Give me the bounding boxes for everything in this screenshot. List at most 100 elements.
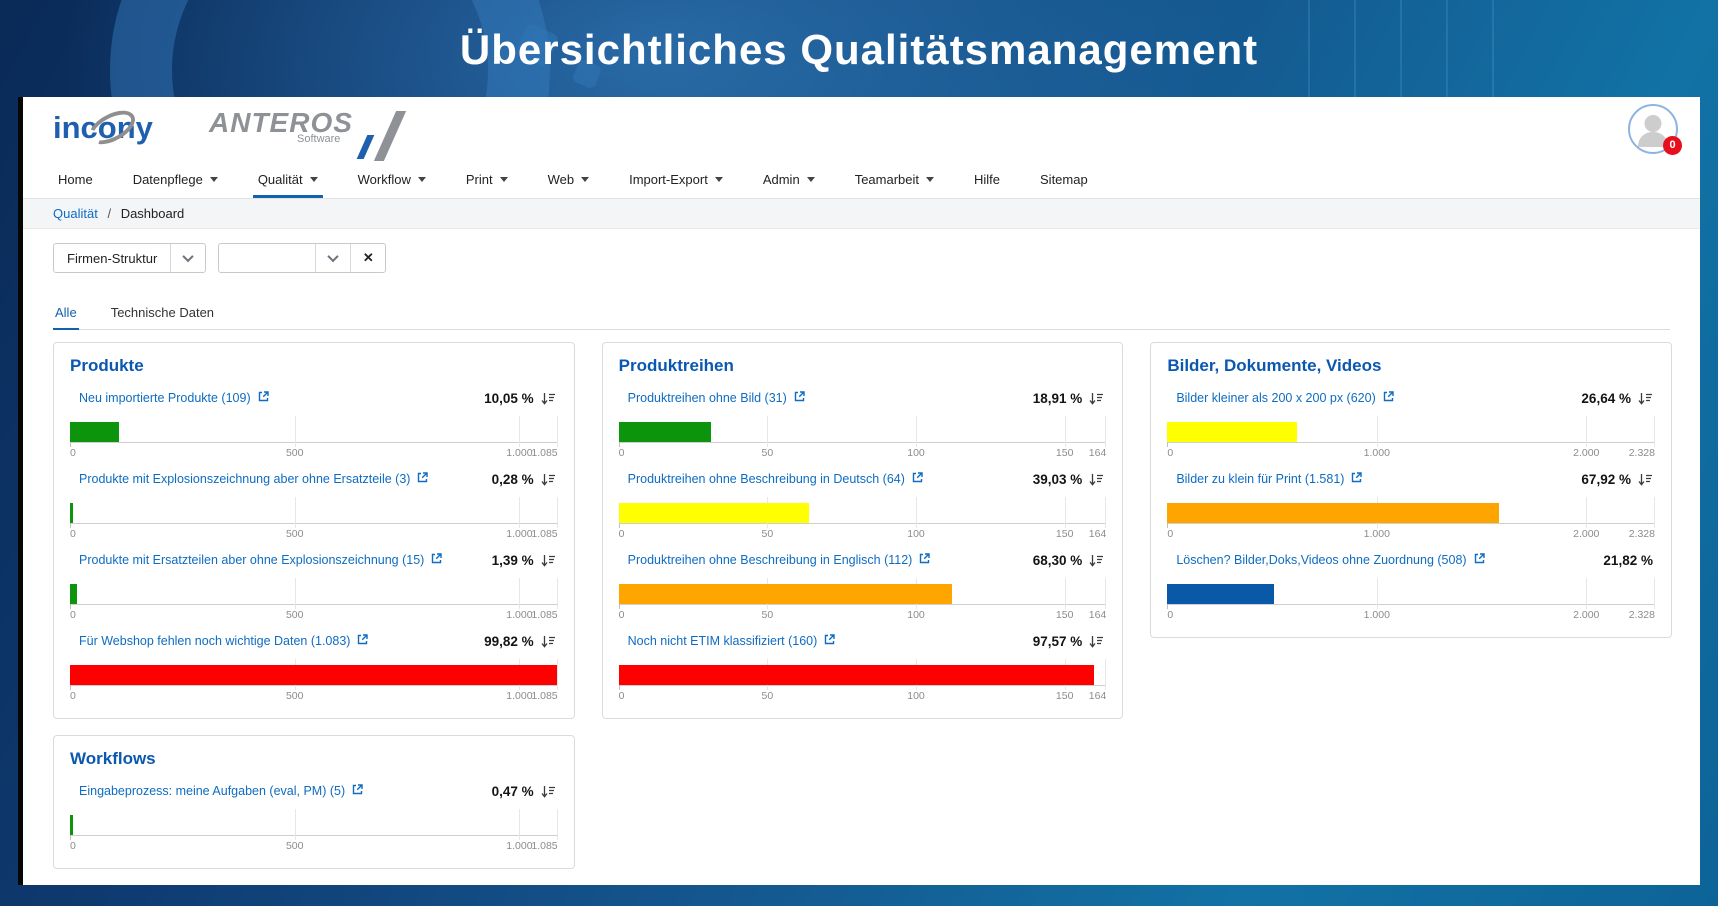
breadcrumb-link-qualitaet[interactable]: Qualität <box>53 206 98 221</box>
axis-gridline <box>916 416 917 447</box>
bar-axis: 0 50 100 150 164 <box>619 444 1107 461</box>
breadcrumb-current-page: Dashboard <box>120 206 185 221</box>
bar-chart <box>70 416 558 447</box>
sort-descending-icon[interactable] <box>1638 392 1653 405</box>
axis-tick-label: 2.328 <box>1628 528 1655 540</box>
metric-percent: 97,57 % <box>1032 633 1083 649</box>
structure-select-toggle[interactable] <box>171 244 205 272</box>
axis-gridline <box>1586 497 1588 528</box>
breadcrumb: Qualität / Dashboard <box>23 199 1700 229</box>
nav-item-import-export[interactable]: Import-Export <box>624 163 728 198</box>
axis-gridline <box>1064 497 1066 528</box>
external-link-icon <box>430 552 443 568</box>
nav-item-label: Web <box>547 171 575 187</box>
external-link-icon <box>351 783 364 799</box>
metric-link[interactable]: Produktreihen ohne Bild (31) <box>628 390 806 406</box>
metric-link[interactable]: Neu importierte Produkte (109) <box>79 390 270 406</box>
sort-descending-icon[interactable] <box>541 785 556 798</box>
clear-filter-button[interactable]: ✕ <box>362 250 374 265</box>
user-avatar[interactable]: 0 <box>1628 104 1682 155</box>
sort-descending-icon[interactable] <box>1089 473 1104 486</box>
metric-link[interactable]: Produkte mit Explosionszeichnung aber oh… <box>79 471 429 487</box>
tab-technische-daten[interactable]: Technische Daten <box>110 305 215 320</box>
structure-value-select-value[interactable] <box>219 244 315 272</box>
bar-chart <box>70 497 558 528</box>
axis-gridline <box>1376 416 1378 447</box>
metric-head: Neu importierte Produkte (109) 10,05 % <box>70 390 558 406</box>
metric-link[interactable]: Produkte mit Ersatzteilen aber ohne Expl… <box>79 552 443 568</box>
notification-badge: 0 <box>1663 136 1682 155</box>
axis-tick-label: 500 <box>285 609 304 621</box>
bar-chart <box>1167 497 1655 528</box>
nav-item-admin[interactable]: Admin <box>758 163 820 198</box>
metric-row: Produktreihen ohne Beschreibung in Deuts… <box>618 471 1107 542</box>
bar-axis: 0 1.000 2.000 2.328 <box>1167 525 1655 542</box>
metric-link[interactable]: Produktreihen ohne Beschreibung in Engli… <box>628 552 932 568</box>
metric-link[interactable]: Löschen? Bilder,Doks,Videos ohne Zuordnu… <box>1176 552 1485 568</box>
metric-row: Noch nicht ETIM klassifiziert (160) 97,57… <box>618 633 1107 704</box>
bar-axis: 0 500 1.000 1.085 <box>70 837 558 854</box>
axis-tick-label: 2.000 <box>1573 447 1600 459</box>
chevron-down-icon <box>806 176 815 182</box>
nav-item-home[interactable]: Home <box>53 163 98 198</box>
axis-tick-label: 50 <box>761 528 774 540</box>
nav-item-qualit-t[interactable]: Qualität <box>252 163 323 198</box>
external-link-icon <box>918 552 931 568</box>
axis-tick-label: 0 <box>1167 528 1174 540</box>
sort-descending-icon[interactable] <box>541 473 556 486</box>
axis-tick-label: 0 <box>70 609 76 621</box>
bar <box>618 503 809 523</box>
metric-link[interactable]: Noch nicht ETIM klassifiziert (160) <box>628 633 837 649</box>
bar <box>70 665 557 685</box>
metric-link[interactable]: Bilder zu klein für Print (1.581) <box>1176 471 1363 487</box>
metric-row: Bilder kleiner als 200 x 200 px (620) 26,… <box>1167 390 1655 461</box>
structure-select-value[interactable]: Firmen-Struktur <box>67 250 158 266</box>
axis-tick-label: 2.000 <box>1573 528 1600 540</box>
axis-tick-label: 164 <box>1088 609 1107 621</box>
axis-tick-label: 1.085 <box>531 528 558 540</box>
sort-descending-icon[interactable] <box>1089 635 1104 648</box>
card-produkte: Produkte Neu importierte Produkte (109) 10… <box>53 342 575 719</box>
metric-link[interactable]: Eingabeprozess: meine Aufgaben (eval, PM… <box>79 783 364 799</box>
divider <box>170 244 172 272</box>
metric-head: Bilder kleiner als 200 x 200 px (620) 26,… <box>1167 390 1655 406</box>
sort-descending-icon[interactable] <box>1089 554 1104 567</box>
axis-tick-label: 1.000 <box>1363 447 1390 459</box>
external-link-icon <box>1382 390 1395 406</box>
axis-gridline <box>519 809 521 840</box>
metric-link[interactable]: Für Webshop fehlen noch wichtige Daten (… <box>79 633 369 649</box>
nav-item-sitemap[interactable]: Sitemap <box>1035 163 1093 198</box>
nav-item-web[interactable]: Web <box>543 163 595 198</box>
sort-descending-icon[interactable] <box>541 554 556 567</box>
sort-descending-icon[interactable] <box>1638 473 1653 486</box>
nav-item-hilfe[interactable]: Hilfe <box>969 163 1005 198</box>
tab-alle[interactable]: Alle <box>53 305 79 330</box>
bar-chart <box>70 659 558 690</box>
bar <box>1167 503 1499 523</box>
nav-item-datenpflege[interactable]: Datenpflege <box>128 163 223 198</box>
metric-value: 68,30 % <box>1033 553 1105 568</box>
axis-gridline <box>618 685 620 690</box>
bar <box>1167 584 1274 604</box>
sort-descending-icon[interactable] <box>541 635 556 648</box>
sort-descending-icon[interactable] <box>541 392 556 405</box>
nav-item-teamarbeit[interactable]: Teamarbeit <box>850 163 939 198</box>
axis-gridline <box>519 578 521 609</box>
axis-tick-label: 100 <box>907 609 925 621</box>
axis-tick-label: 0 <box>618 447 625 459</box>
bar-axis: 0 500 1.000 1.085 <box>70 525 558 542</box>
nav-item-print[interactable]: Print <box>461 163 513 198</box>
metric-value: 10,05 % <box>484 391 556 406</box>
axis-gridline <box>556 497 558 528</box>
axis-tick-label: 2.000 <box>1573 609 1600 621</box>
structure-value-select-toggle[interactable] <box>316 244 350 272</box>
bar <box>70 815 73 835</box>
metric-link[interactable]: Bilder kleiner als 200 x 200 px (620) <box>1176 390 1394 406</box>
metric-link[interactable]: Produktreihen ohne Beschreibung in Deuts… <box>628 471 924 487</box>
sort-descending-icon[interactable] <box>1089 392 1104 405</box>
axis-tick-label: 1.085 <box>531 609 558 621</box>
metric-label: Produktreihen ohne Beschreibung in Deuts… <box>627 472 905 486</box>
nav-item-workflow[interactable]: Workflow <box>353 163 431 198</box>
nav-item-label: Sitemap <box>1040 171 1088 187</box>
axis-gridline <box>1105 497 1107 528</box>
